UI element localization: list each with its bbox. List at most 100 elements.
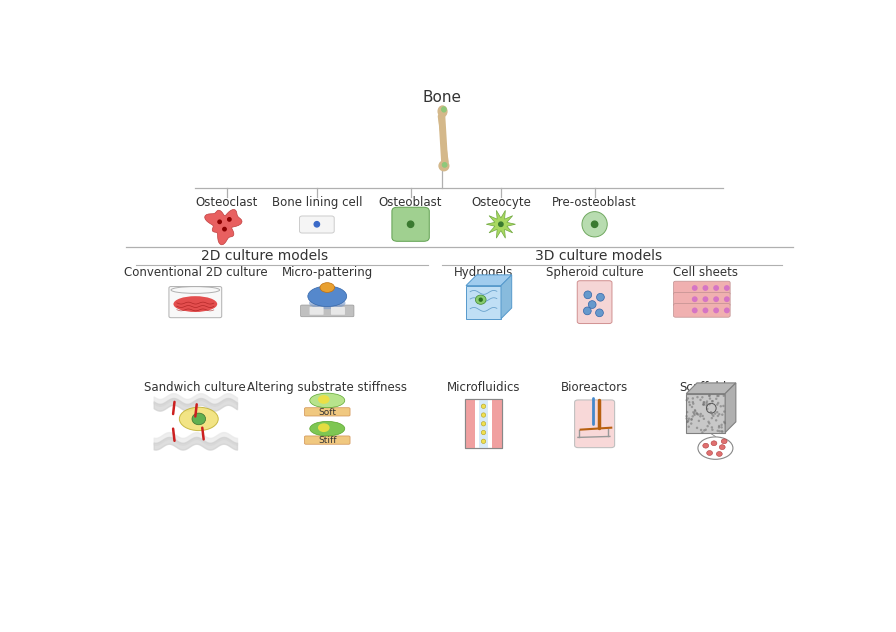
Ellipse shape (692, 411, 694, 413)
Ellipse shape (709, 394, 711, 397)
Ellipse shape (723, 421, 726, 423)
Ellipse shape (716, 403, 719, 406)
Ellipse shape (706, 408, 709, 410)
Ellipse shape (192, 413, 205, 425)
Ellipse shape (717, 451, 722, 456)
Ellipse shape (721, 413, 723, 416)
Ellipse shape (711, 413, 713, 416)
Text: Soft: Soft (318, 408, 336, 416)
Ellipse shape (696, 413, 698, 415)
Ellipse shape (692, 285, 698, 291)
Ellipse shape (700, 428, 702, 431)
Ellipse shape (582, 212, 607, 237)
Ellipse shape (685, 417, 688, 420)
Ellipse shape (709, 403, 711, 405)
Ellipse shape (174, 296, 217, 312)
Ellipse shape (314, 222, 320, 227)
Ellipse shape (481, 439, 486, 444)
Ellipse shape (722, 394, 725, 397)
Ellipse shape (713, 285, 719, 291)
FancyBboxPatch shape (309, 307, 323, 315)
Ellipse shape (717, 430, 719, 432)
Ellipse shape (720, 430, 723, 432)
Text: Bioreactors: Bioreactors (561, 381, 628, 394)
Ellipse shape (715, 419, 718, 422)
Ellipse shape (691, 406, 694, 408)
Ellipse shape (478, 298, 483, 302)
Ellipse shape (712, 415, 715, 417)
Ellipse shape (692, 397, 694, 399)
FancyBboxPatch shape (169, 286, 221, 318)
Ellipse shape (308, 286, 347, 307)
Text: Osteoblast: Osteoblast (379, 196, 443, 209)
Ellipse shape (711, 441, 717, 446)
Ellipse shape (685, 415, 688, 417)
Ellipse shape (720, 426, 723, 428)
Ellipse shape (439, 161, 449, 171)
Ellipse shape (720, 423, 723, 426)
Ellipse shape (320, 283, 334, 293)
Ellipse shape (707, 420, 710, 423)
Ellipse shape (724, 308, 729, 313)
Ellipse shape (713, 296, 719, 302)
Ellipse shape (719, 405, 722, 408)
Ellipse shape (408, 221, 414, 228)
Ellipse shape (702, 403, 704, 406)
Text: Pre-osteoblast: Pre-osteoblast (552, 196, 637, 209)
Ellipse shape (685, 399, 688, 401)
FancyBboxPatch shape (674, 281, 730, 295)
Polygon shape (725, 383, 736, 432)
Ellipse shape (584, 291, 591, 299)
Ellipse shape (711, 426, 713, 428)
Ellipse shape (481, 422, 486, 426)
Ellipse shape (443, 162, 447, 167)
Ellipse shape (318, 395, 330, 404)
Ellipse shape (704, 428, 707, 431)
Ellipse shape (690, 418, 693, 421)
Ellipse shape (692, 403, 694, 405)
Ellipse shape (691, 418, 693, 420)
Text: Sandwich culture: Sandwich culture (144, 381, 246, 394)
Ellipse shape (438, 106, 447, 117)
FancyBboxPatch shape (299, 216, 334, 233)
Ellipse shape (711, 400, 713, 403)
Ellipse shape (686, 421, 688, 423)
Ellipse shape (723, 410, 726, 413)
Ellipse shape (705, 402, 708, 404)
Ellipse shape (703, 429, 705, 432)
Ellipse shape (309, 297, 346, 309)
Text: Osteocyte: Osteocyte (471, 196, 530, 209)
Ellipse shape (696, 427, 698, 429)
Ellipse shape (698, 420, 700, 422)
Ellipse shape (589, 301, 596, 308)
Ellipse shape (583, 307, 591, 315)
Polygon shape (501, 275, 512, 319)
Ellipse shape (179, 407, 219, 430)
Ellipse shape (717, 402, 719, 404)
Text: 2D culture models: 2D culture models (202, 249, 328, 263)
Ellipse shape (702, 308, 709, 313)
Ellipse shape (694, 410, 696, 413)
Ellipse shape (710, 411, 712, 413)
Ellipse shape (481, 430, 486, 435)
Ellipse shape (714, 413, 716, 415)
FancyBboxPatch shape (686, 394, 725, 432)
Polygon shape (466, 275, 512, 286)
Ellipse shape (699, 399, 702, 401)
Ellipse shape (708, 422, 711, 425)
FancyBboxPatch shape (465, 399, 476, 448)
Text: Hydrogels: Hydrogels (453, 267, 513, 279)
Ellipse shape (724, 422, 726, 424)
Ellipse shape (476, 295, 486, 305)
Text: Stiff: Stiff (318, 436, 337, 445)
Ellipse shape (687, 425, 690, 428)
Ellipse shape (718, 425, 720, 427)
Polygon shape (487, 210, 515, 238)
Ellipse shape (709, 398, 711, 400)
Ellipse shape (713, 308, 719, 313)
Ellipse shape (698, 437, 733, 459)
Ellipse shape (716, 411, 719, 413)
Ellipse shape (481, 413, 486, 417)
Ellipse shape (702, 285, 709, 291)
Ellipse shape (718, 394, 719, 397)
